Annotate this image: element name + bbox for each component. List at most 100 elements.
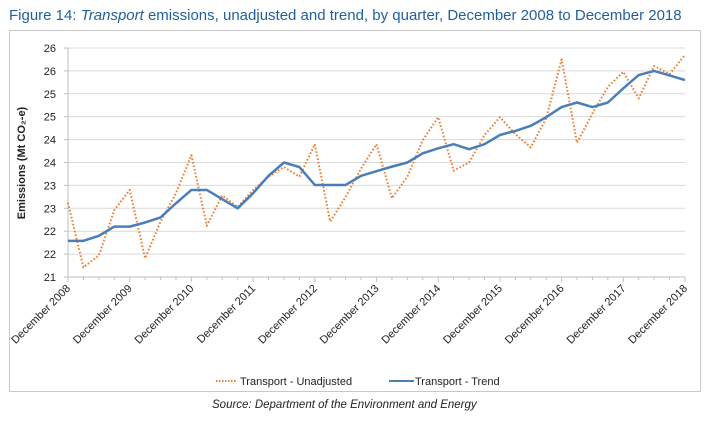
data-point-unadjusted [159,220,161,222]
data-point-trend [591,106,593,108]
data-point-unadjusted [98,254,100,256]
data-point-trend [576,101,578,103]
y-tick-labels: 21 22 22 23 23 24 24 25 25 26 26 [44,43,56,284]
data-point-trend [514,130,516,132]
y-tick-label: 22 [44,249,56,261]
data-point-trend [283,161,285,163]
y-tick-label: 24 [44,135,56,147]
data-point-trend [159,216,161,218]
y-tick-label: 24 [44,158,56,170]
x-tick-label: December 2010 [133,283,197,347]
title-italic: Transport [80,7,144,24]
data-point-unadjusted [607,86,609,88]
x-tick-label: December 2012 [256,283,320,347]
data-point-trend [206,189,208,191]
data-point-unadjusted [530,146,532,148]
legend: Transport - Unadjusted Transport - Trend [216,376,500,388]
data-point-trend [144,221,146,223]
data-point-unadjusted [283,166,285,168]
y-axis-label: Emissions (Mt CO₂-e) [16,106,28,219]
data-point-unadjusted [514,133,516,135]
data-point-trend [298,166,300,168]
data-point-trend [252,192,254,194]
data-point-trend [622,87,624,89]
data-point-trend [638,74,640,76]
data-point-trend [545,116,547,118]
legend-label-trend: Transport - Trend [415,376,500,388]
data-point-unadjusted [129,189,131,191]
data-point-unadjusted [452,170,454,172]
data-point-unadjusted [591,112,593,114]
data-point-trend [375,170,377,172]
data-point-trend [314,184,316,186]
y-tick-label: 23 [44,180,56,192]
data-point-trend [668,74,670,76]
data-point-unadjusted [298,175,300,177]
data-point-unadjusted [375,143,377,145]
data-point-unadjusted [437,116,439,118]
data-point-trend [344,184,346,186]
data-point-trend [468,148,470,150]
x-tick-label: December 2018 [626,283,690,347]
x-tick-label: December 2008 [9,283,73,347]
data-point-unadjusted [483,134,485,136]
data-point-unadjusted [113,209,115,211]
data-point-trend [67,240,69,242]
data-point-trend [452,143,454,145]
data-point-trend [530,125,532,127]
data-point-trend [190,189,192,191]
x-tick-label: December 2014 [379,283,443,347]
title-prefix: Figure 14: [9,7,81,24]
series-line-unadjusted [67,54,686,269]
data-point-trend [607,101,609,103]
y-tick-label: 21 [44,272,56,284]
data-point-trend [175,202,177,204]
data-point-unadjusted [560,58,562,60]
series-line-trend [68,69,686,243]
figure-title: Figure 14: Transport emissions, unadjust… [9,7,682,24]
source-note: Source: Department of the Environment an… [212,399,477,411]
data-point-unadjusted [329,220,331,222]
data-point-unadjusted [67,202,69,204]
x-tick-label: December 2013 [318,283,382,347]
chart-frame [9,30,701,392]
data-point-unadjusted [344,196,346,198]
title-suffix: emissions, unadjusted and trend, by quar… [143,7,682,24]
data-point-unadjusted [499,116,501,118]
y-tick-label: 22 [44,226,56,238]
data-point-unadjusted [190,154,192,156]
data-point-unadjusted [360,167,362,169]
y-tick-label: 26 [44,66,56,78]
data-point-trend [221,198,223,200]
data-point-unadjusted [406,175,408,177]
data-point-trend [113,225,115,227]
gridlines [64,47,686,282]
data-point-unadjusted [175,192,177,194]
data-point-unadjusted [206,225,208,227]
data-point-trend [391,165,393,167]
data-point-unadjusted [144,257,146,259]
x-tick-label: December 2015 [441,283,505,347]
legend-label-unadjusted: Transport - Unadjusted [240,376,352,388]
data-point-trend [437,147,439,149]
data-point-unadjusted [638,97,640,99]
x-tick-label: December 2017 [565,283,629,347]
data-point-unadjusted [422,139,424,141]
data-point-trend [360,175,362,177]
data-point-trend [422,152,424,154]
y-tick-label: 26 [44,43,56,55]
data-point-trend [236,207,238,209]
data-point-trend [129,225,131,227]
data-point-trend [82,240,84,242]
data-point-unadjusted [576,142,578,144]
data-point-unadjusted [622,71,624,73]
data-point-unadjusted [653,65,655,67]
data-point-unadjusted [684,54,686,56]
data-point-trend [98,235,100,237]
data-point-trend [267,175,269,177]
data-point-trend [560,106,562,108]
data-point-trend [499,134,501,136]
y-tick-label: 23 [44,203,56,215]
data-point-trend [684,79,686,81]
